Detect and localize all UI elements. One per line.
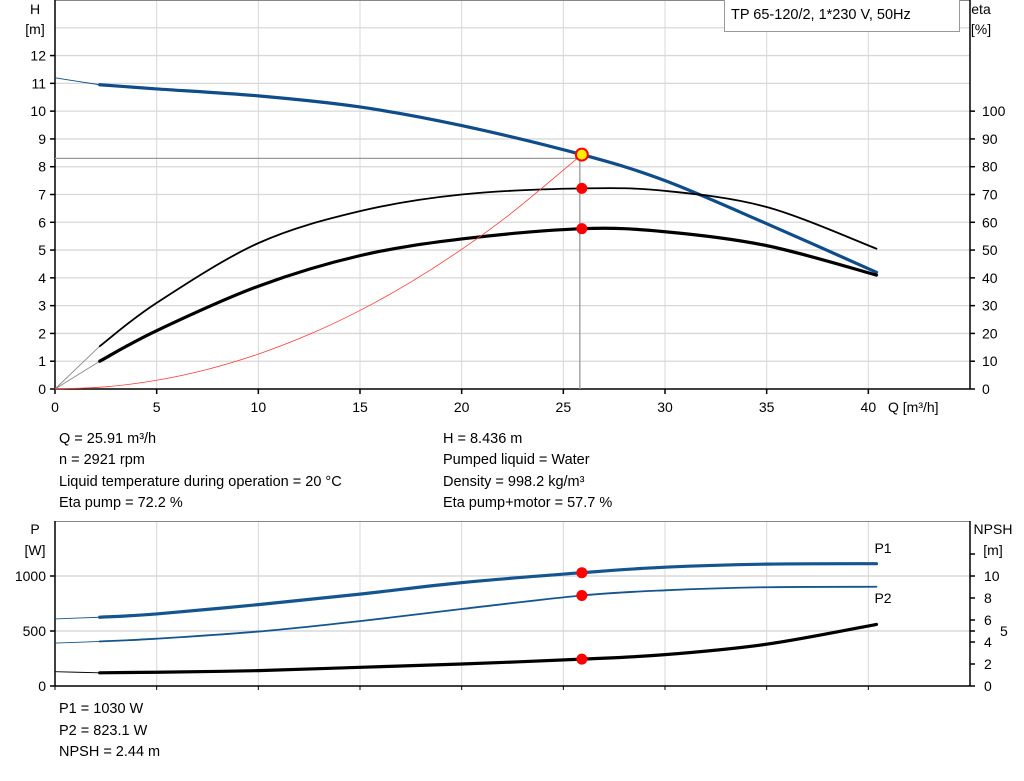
y2-axis-unit: [m]	[983, 542, 1002, 558]
operating-point-npsh	[576, 653, 588, 665]
curve-extension-p1	[54, 616, 100, 620]
operating-point-eta-pump-motor	[576, 223, 588, 235]
pump-legend: TP 65-120/2, 1*230 V, 50Hz	[724, 0, 960, 32]
info-p1: P1 = 1030 W	[59, 701, 144, 717]
y2-tick-label: 10	[984, 568, 1000, 584]
x-tick-label: 0	[51, 399, 59, 415]
y-tick-label: 7	[38, 187, 46, 203]
y-tick-label: 4	[38, 270, 46, 286]
info-density: Density = 998.2 kg/m³	[443, 474, 585, 490]
x-tick-label: 5	[153, 399, 161, 415]
y-tick-label: 5	[38, 242, 46, 258]
y2-tick-label: 4	[984, 634, 992, 650]
y-tick-label: 1	[38, 353, 46, 369]
y2-tick-label: 20	[982, 325, 998, 341]
y-tick-label: 9	[38, 131, 46, 147]
y2-tick-label: 90	[982, 131, 998, 147]
curve-npsh	[98, 622, 879, 675]
x-tick-label: 40	[861, 399, 877, 415]
x-tick-label: 30	[657, 399, 673, 415]
y2-tick-label: 8	[984, 590, 992, 606]
operating-point-p2	[576, 589, 588, 601]
operating-point-p1	[576, 567, 588, 579]
y-axis-title: P	[30, 521, 39, 537]
curve-head	[98, 83, 879, 274]
x-tick-label: 25	[556, 399, 572, 415]
y2-axis-title: NPSH	[974, 521, 1013, 537]
y-tick-label: 0	[38, 381, 46, 397]
curve-p1	[98, 562, 879, 619]
curve-extension-eta_pump	[54, 345, 101, 390]
operating-point-head	[574, 147, 589, 162]
x-axis-title: Q [m³/h]	[888, 399, 939, 415]
y2-tick-label: 50	[982, 242, 998, 258]
series-label-p1: P1	[874, 540, 891, 556]
curve-eta-pump-motor	[98, 226, 879, 363]
info-temperature: Liquid temperature during operation = 20…	[59, 474, 342, 490]
y2-axis-unit: [%]	[971, 21, 991, 37]
y2-tick-label: 5	[1000, 623, 1008, 639]
info-liquid: Pumped liquid = Water	[443, 452, 590, 468]
y2-tick-label: 0	[984, 678, 992, 694]
y-tick-label: 2	[38, 325, 46, 341]
y2-tick-label: 2	[984, 656, 992, 672]
info-speed: n = 2921 rpm	[59, 452, 145, 468]
y-tick-label: 0	[38, 678, 46, 694]
y-tick-label: 11	[31, 75, 46, 91]
y2-tick-label: 40	[982, 270, 998, 286]
curve-eta-pump	[98, 187, 878, 348]
operating-point-eta-pump	[576, 182, 588, 194]
curve-p2	[98, 585, 878, 643]
y-tick-label: 10	[30, 103, 46, 119]
x-tick-label: 15	[352, 399, 368, 415]
y-tick-label: 6	[38, 214, 46, 230]
y-axis-unit: [m]	[25, 21, 44, 37]
x-tick-label: 35	[759, 399, 775, 415]
y2-axis-title: eta	[971, 1, 991, 17]
info-q: Q = 25.91 m³/h	[59, 431, 157, 447]
y-tick-label: 1000	[15, 568, 46, 584]
y-axis-title: H	[30, 1, 40, 17]
y2-tick-label: 70	[982, 187, 998, 203]
y2-tick-label: 80	[982, 159, 998, 175]
curve-extension-p2	[54, 641, 100, 644]
y-axis-unit: [W]	[25, 542, 46, 558]
info-npsh: NPSH = 2.44 m	[59, 744, 161, 760]
y2-tick-label: 10	[982, 353, 998, 369]
y-tick-label: 12	[30, 48, 46, 64]
x-tick-label: 10	[251, 399, 267, 415]
curve-system	[54, 154, 583, 390]
x-tick-label: 20	[454, 399, 470, 415]
y2-tick-label: 100	[982, 103, 1006, 119]
y-tick-label: 8	[38, 159, 46, 175]
info-p2: P2 = 823.1 W	[59, 723, 148, 739]
info-head: H = 8.436 m	[443, 431, 523, 447]
curve-extension-head	[54, 77, 100, 86]
y2-tick-label: 30	[982, 298, 998, 314]
y-tick-label: 3	[38, 298, 46, 314]
y-tick-label: 500	[23, 623, 47, 639]
series-label-p2: P2	[874, 590, 891, 606]
info-eta-pump: Eta pump = 72.2 %	[59, 495, 183, 511]
y2-tick-label: 0	[982, 381, 990, 397]
y2-tick-label: 6	[984, 612, 992, 628]
y2-tick-label: 60	[982, 214, 998, 230]
curve-extension-npsh	[54, 671, 100, 674]
curve-extension-eta_pump_motor	[54, 360, 100, 390]
info-eta-pump-motor: Eta pump+motor = 57.7 %	[443, 495, 613, 511]
